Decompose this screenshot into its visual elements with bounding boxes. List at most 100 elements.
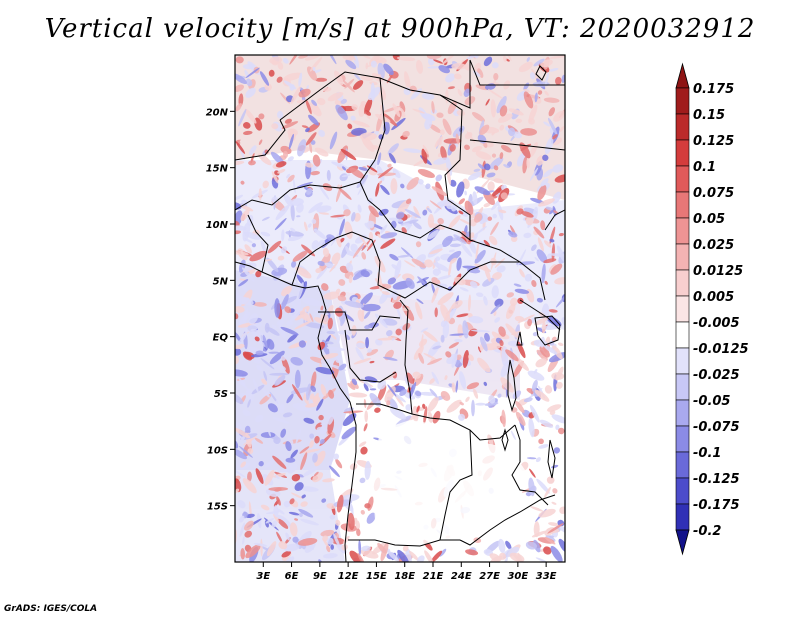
velocity-cell — [392, 168, 401, 179]
velocity-cell — [374, 313, 388, 329]
velocity-cell — [242, 351, 253, 361]
lat-tick-label: 5S — [214, 389, 228, 400]
velocity-cell — [487, 181, 495, 191]
velocity-cell — [282, 412, 293, 418]
velocity-cell — [287, 156, 294, 162]
velocity-cell — [440, 304, 451, 322]
velocity-cell — [280, 326, 299, 336]
velocity-cell — [457, 89, 463, 97]
velocity-cell — [311, 218, 317, 224]
velocity-cell — [528, 417, 535, 438]
velocity-cell — [366, 220, 375, 229]
velocity-cell — [387, 335, 398, 339]
velocity-cell — [280, 355, 287, 361]
lon-tick-label: 15E — [366, 571, 387, 582]
velocity-cell — [484, 332, 490, 342]
colorbar-segment — [675, 425, 690, 453]
velocity-cell — [523, 232, 532, 239]
velocity-cell — [274, 487, 282, 492]
velocity-cell — [273, 436, 281, 444]
velocity-cell — [475, 402, 486, 406]
velocity-cell — [304, 541, 316, 553]
velocity-cell — [235, 84, 245, 92]
velocity-cell — [327, 413, 334, 425]
latitude-axis: 20N 15N 10N 5N EQ 5S 10S 15S — [206, 107, 235, 513]
velocity-cell — [549, 238, 555, 243]
velocity-cell — [302, 466, 318, 477]
velocity-cell — [448, 342, 459, 349]
velocity-cell — [363, 398, 367, 408]
velocity-cell — [341, 544, 348, 551]
velocity-cell — [552, 134, 558, 140]
velocity-cell — [333, 533, 340, 547]
velocity-cell — [484, 402, 499, 406]
velocity-cell — [317, 260, 326, 267]
velocity-cell — [499, 124, 505, 131]
velocity-cell — [244, 238, 253, 243]
velocity-cell — [456, 313, 469, 318]
velocity-cell — [427, 411, 433, 423]
velocity-cell — [235, 283, 242, 300]
velocity-cell — [421, 148, 428, 164]
velocity-cell — [281, 356, 290, 374]
velocity-cell — [500, 144, 512, 153]
velocity-cell — [515, 357, 529, 371]
velocity-cell — [472, 111, 485, 122]
velocity-cell — [485, 98, 490, 106]
velocity-cell — [393, 392, 406, 403]
velocity-cell — [336, 494, 344, 513]
velocity-cell — [262, 334, 268, 349]
velocity-cell — [360, 446, 368, 455]
velocity-cell — [554, 174, 565, 183]
velocity-cell — [281, 285, 293, 297]
velocity-cell — [242, 409, 251, 417]
velocity-cell — [404, 260, 416, 268]
velocity-cell — [402, 130, 410, 138]
velocity-cell — [478, 346, 482, 353]
velocity-cell — [553, 447, 560, 454]
velocity-cell — [264, 459, 275, 468]
velocity-cell — [363, 383, 369, 392]
velocity-cell — [483, 56, 493, 67]
velocity-cell — [554, 277, 565, 285]
velocity-cell — [393, 301, 402, 309]
velocity-cell — [464, 190, 467, 196]
velocity-cell — [474, 213, 483, 223]
velocity-cell — [342, 55, 354, 61]
velocity-cell — [238, 279, 249, 287]
colorbar-segment — [675, 191, 690, 219]
velocity-cell — [453, 234, 467, 245]
velocity-cell — [266, 326, 280, 336]
velocity-cell — [358, 540, 362, 555]
velocity-cell — [322, 478, 335, 483]
velocity-cell — [536, 349, 548, 361]
velocity-cell — [318, 129, 325, 137]
velocity-cell — [342, 80, 355, 93]
velocity-cell — [435, 283, 448, 289]
velocity-cell — [458, 198, 465, 205]
velocity-cell — [271, 324, 277, 330]
velocity-cell — [329, 131, 338, 150]
velocity-cell — [335, 519, 341, 526]
velocity-cell — [427, 214, 435, 228]
velocity-cell — [358, 103, 366, 117]
velocity-cell — [277, 255, 285, 261]
velocity-cell — [380, 232, 398, 239]
velocity-cell — [465, 549, 479, 556]
velocity-cell — [535, 358, 547, 368]
velocity-cell — [530, 197, 545, 204]
velocity-cell — [311, 240, 319, 250]
lon-tick-label: 24E — [451, 571, 472, 582]
velocity-cell — [260, 504, 270, 511]
velocity-cell — [245, 513, 255, 519]
velocity-cell — [435, 256, 441, 261]
velocity-cell — [364, 324, 372, 330]
velocity-cell — [429, 124, 442, 133]
velocity-cell — [468, 239, 477, 254]
velocity-cell — [483, 263, 491, 282]
velocity-cell — [421, 92, 435, 100]
velocity-cell — [380, 224, 388, 234]
velocity-cell — [526, 457, 537, 460]
velocity-cell — [375, 338, 383, 346]
velocity-cell — [290, 86, 301, 104]
